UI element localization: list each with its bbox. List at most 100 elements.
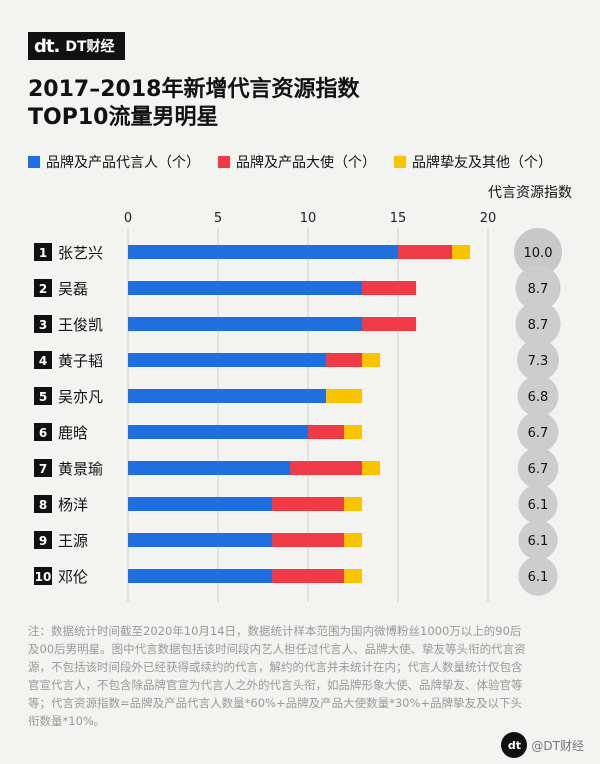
bar-segment-endorser xyxy=(128,497,272,511)
bar-segment-ambassador xyxy=(326,353,362,367)
bar-segment-ambassador xyxy=(272,533,344,547)
brand-logo: dt. DT财经 xyxy=(28,32,125,60)
bar-segment-ambassador xyxy=(272,497,344,511)
index-bubble xyxy=(515,265,561,311)
rank-badge xyxy=(34,495,52,513)
index-bubble xyxy=(516,338,560,382)
index-column-title: 代言资源指数 xyxy=(488,185,572,201)
logo-text: DT财经 xyxy=(65,39,115,55)
bar-segment-ambassador xyxy=(308,425,344,439)
index-bubble xyxy=(514,228,562,276)
index-value-label: 6.7 xyxy=(528,462,549,477)
bar-segment-friend xyxy=(344,569,362,583)
index-bubble xyxy=(517,375,559,417)
bar-segment-friend xyxy=(344,425,362,439)
bar-chart: 0 5 10 15 20 1 张艺兴 10.0 2 吴磊 8.7 3 王俊凯 8.7 4 黄子韬 7.3 5 吴亦凡… xyxy=(34,211,562,602)
star-name-label: 张艺兴 xyxy=(58,244,103,262)
footnote: 注：数据统计时间截至2020年10月14日，数据统计样本范围为国内微博粉丝100… xyxy=(28,624,526,728)
bar-segment-friend xyxy=(326,389,362,403)
x-tick-label: 0 xyxy=(124,211,132,226)
rank-number: 2 xyxy=(39,282,47,296)
rank-badge xyxy=(34,351,52,369)
rank-badge xyxy=(34,567,52,585)
rank-badge xyxy=(34,531,52,549)
title-line-2: TOP10流量男明星 xyxy=(28,105,219,130)
bar-segment-friend xyxy=(362,353,380,367)
rank-badge xyxy=(34,243,52,261)
index-value-label: 8.7 xyxy=(528,282,549,297)
rank-badge xyxy=(34,315,52,333)
legend-swatch-blue xyxy=(28,156,40,168)
bar-segment-endorser xyxy=(128,317,362,331)
bar-segment-friend xyxy=(452,245,470,259)
bar-segment-friend xyxy=(344,497,362,511)
index-bubble xyxy=(518,556,558,596)
rank-number: 1 xyxy=(39,246,47,260)
legend: 品牌及产品代言人（个） 品牌及产品大使（个） 品牌挚友及其他（个） xyxy=(28,152,552,172)
star-name-label: 杨洋 xyxy=(58,496,88,514)
bar-segment-endorser xyxy=(128,353,326,367)
star-name-label: 黄子韬 xyxy=(58,352,103,370)
bar-segment-ambassador xyxy=(290,461,362,475)
legend-item-friend: 品牌挚友及其他（个） xyxy=(394,152,552,172)
rank-badge xyxy=(34,459,52,477)
watermark: dt @DT财经 xyxy=(501,732,584,758)
rank-number: 7 xyxy=(39,462,47,476)
star-name-label: 邓伦 xyxy=(58,568,88,586)
legend-item-endorser: 品牌及产品代言人（个） xyxy=(28,152,200,172)
x-tick-label: 10 xyxy=(300,211,317,226)
index-value-label: 10.0 xyxy=(524,246,553,261)
chart-title: 2017–2018年新增代言资源指数 TOP10流量男明星 xyxy=(28,76,359,132)
star-name-label: 吴亦凡 xyxy=(58,388,103,406)
star-name-label: 王源 xyxy=(58,532,88,550)
x-tick-label: 5 xyxy=(214,211,222,226)
legend-swatch-yellow xyxy=(394,156,406,168)
star-name-label: 王俊凯 xyxy=(58,316,103,334)
bar-segment-ambassador xyxy=(398,245,452,259)
bar-segment-endorser xyxy=(128,569,272,583)
bar-segment-friend xyxy=(344,533,362,547)
bar-segment-endorser xyxy=(128,245,398,259)
rank-number: 9 xyxy=(39,534,47,548)
rank-number: 4 xyxy=(39,354,47,368)
x-tick-label: 15 xyxy=(390,211,407,226)
bar-segment-endorser xyxy=(128,389,326,403)
index-value-label: 8.7 xyxy=(528,318,549,333)
rank-badge xyxy=(34,279,52,297)
legend-label-ambassador: 品牌及产品大使（个） xyxy=(236,155,376,171)
rank-badge xyxy=(34,387,52,405)
bar-segment-endorser xyxy=(128,461,290,475)
index-value-label: 6.1 xyxy=(528,534,549,549)
bar-segment-ambassador xyxy=(362,317,416,331)
legend-label-friend: 品牌挚友及其他（个） xyxy=(412,155,552,171)
rank-badge xyxy=(34,423,52,441)
legend-item-ambassador: 品牌及产品大使（个） xyxy=(218,152,376,172)
watermark-badge-icon: dt xyxy=(501,732,528,758)
star-name-label: 黄景瑜 xyxy=(58,460,103,478)
star-name-label: 吴磊 xyxy=(58,280,88,298)
bar-segment-ambassador xyxy=(362,281,416,295)
rank-number: 5 xyxy=(39,390,47,404)
bar-segment-endorser xyxy=(128,281,362,295)
legend-label-endorser: 品牌及产品代言人（个） xyxy=(46,155,200,171)
index-value-label: 6.8 xyxy=(528,390,549,405)
index-value-label: 6.1 xyxy=(528,570,549,585)
bar-segment-ambassador xyxy=(272,569,344,583)
title-line-1: 2017–2018年新增代言资源指数 xyxy=(28,77,360,102)
index-value-label: 6.7 xyxy=(528,426,549,441)
bar-segment-endorser xyxy=(128,533,272,547)
index-value-label: 7.3 xyxy=(528,354,549,369)
index-value-label: 6.1 xyxy=(528,498,549,513)
watermark-text: @DT财经 xyxy=(531,738,584,753)
rank-number: 3 xyxy=(39,318,47,332)
index-bubble xyxy=(517,447,559,489)
rank-number: 8 xyxy=(39,498,47,512)
rank-number: 10 xyxy=(35,570,52,584)
bar-segment-endorser xyxy=(128,425,308,439)
bar-segment-friend xyxy=(362,461,380,475)
logo-mark: dt. xyxy=(34,35,60,57)
index-bubble xyxy=(517,411,559,453)
rank-number: 6 xyxy=(39,426,47,440)
index-bubble xyxy=(515,301,561,347)
index-bubble xyxy=(518,520,558,560)
